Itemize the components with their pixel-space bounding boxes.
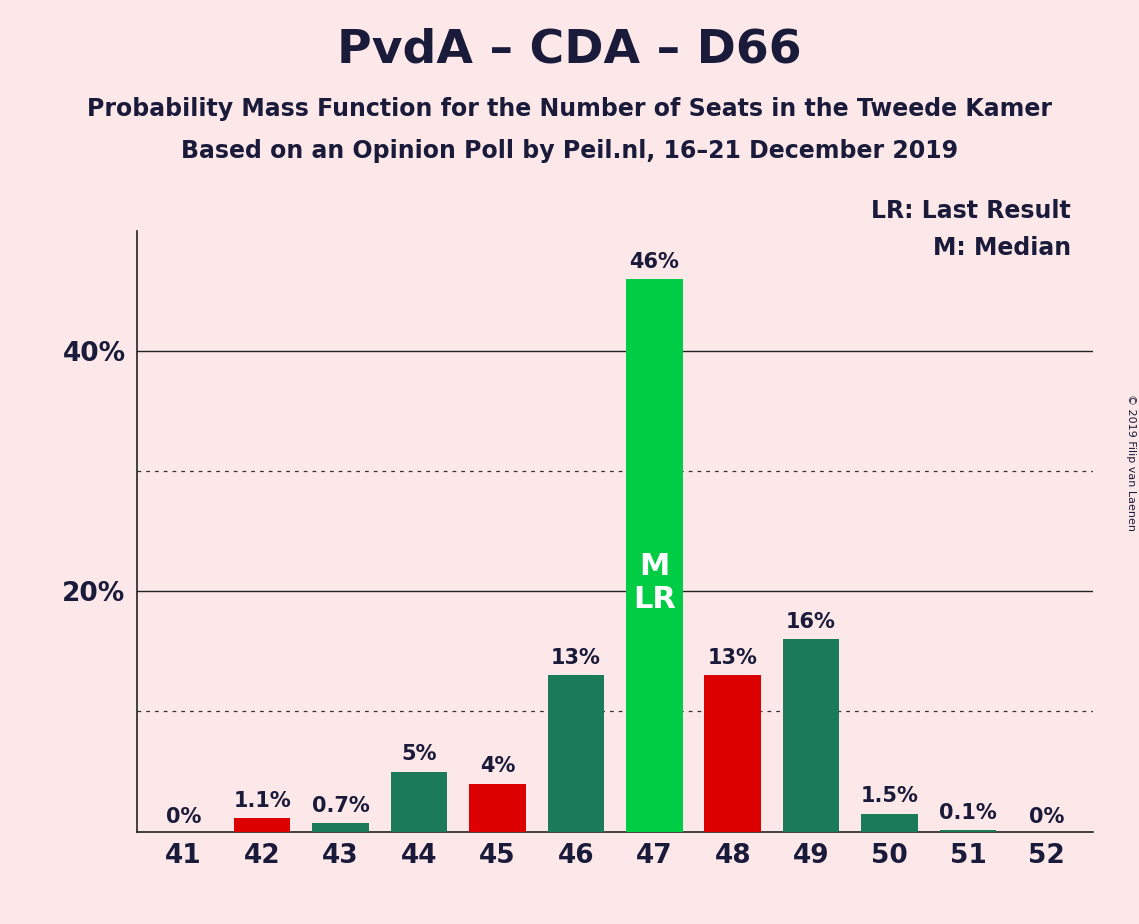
- Bar: [782, 639, 839, 832]
- Text: 46%: 46%: [630, 252, 679, 272]
- Text: 5%: 5%: [401, 745, 436, 764]
- Text: 16%: 16%: [786, 613, 836, 632]
- Text: M
LR: M LR: [633, 552, 675, 614]
- Text: 13%: 13%: [707, 649, 757, 668]
- Text: 1.5%: 1.5%: [861, 786, 918, 807]
- Text: PvdA – CDA – D66: PvdA – CDA – D66: [337, 28, 802, 73]
- Text: 1.1%: 1.1%: [233, 791, 292, 811]
- Bar: [548, 675, 604, 832]
- Bar: [626, 279, 682, 832]
- Bar: [469, 784, 526, 832]
- Text: LR: Last Result: LR: Last Result: [871, 199, 1071, 223]
- Text: 0%: 0%: [1029, 808, 1064, 827]
- Bar: [940, 831, 997, 832]
- Bar: [233, 819, 290, 832]
- Bar: [391, 772, 448, 832]
- Text: Based on an Opinion Poll by Peil.nl, 16–21 December 2019: Based on an Opinion Poll by Peil.nl, 16–…: [181, 139, 958, 163]
- Bar: [861, 813, 918, 832]
- Text: 13%: 13%: [551, 649, 600, 668]
- Text: 0.1%: 0.1%: [939, 803, 997, 823]
- Text: 0.7%: 0.7%: [312, 796, 369, 816]
- Text: 0%: 0%: [166, 808, 202, 827]
- Text: Probability Mass Function for the Number of Seats in the Tweede Kamer: Probability Mass Function for the Number…: [87, 97, 1052, 121]
- Text: M: Median: M: Median: [933, 236, 1071, 260]
- Bar: [312, 823, 369, 832]
- Text: © 2019 Filip van Laenen: © 2019 Filip van Laenen: [1126, 394, 1136, 530]
- Bar: [704, 675, 761, 832]
- Text: 4%: 4%: [480, 757, 515, 776]
